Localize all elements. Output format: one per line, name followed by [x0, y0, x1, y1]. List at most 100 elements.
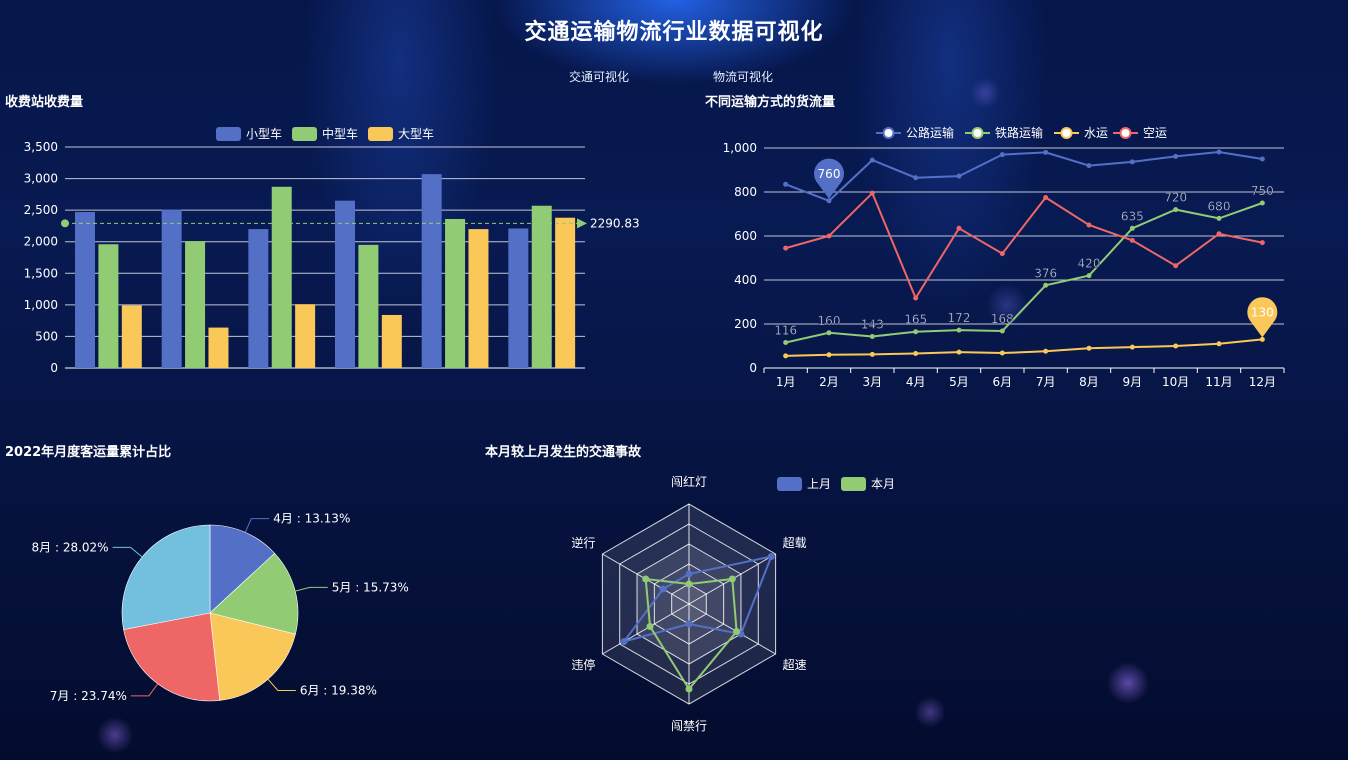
freight-point [1043, 282, 1049, 288]
freight-legend-label: 铁路运输 [995, 125, 1043, 140]
pie-label-line [244, 518, 270, 533]
freight-point [783, 245, 789, 251]
pie-label: 8月 : 28.02% [32, 540, 109, 554]
freight-point [826, 352, 832, 358]
nav-link-traffic[interactable]: 交通可视化 [569, 70, 630, 84]
freight-point [956, 225, 962, 231]
toll-bar [208, 327, 229, 368]
toll-bar [468, 229, 489, 368]
toll-bar [185, 241, 206, 368]
radar-point [646, 623, 654, 630]
page-title: 交通运输物流行业数据可视化 [524, 20, 824, 45]
freight-point [826, 233, 832, 239]
freight-point [1086, 163, 1092, 169]
freight-x-tick: 2月 [819, 375, 839, 389]
freight-data-label: 143 [861, 318, 884, 332]
freight-point [1173, 343, 1179, 349]
freight-point [783, 181, 789, 187]
toll-bar [358, 244, 379, 368]
toll-legend-swatch [292, 127, 317, 141]
freight-y-tick: 0 [749, 361, 757, 375]
radar-legend-label: 本月 [871, 477, 895, 491]
toll-legend-label: 小型车 [246, 126, 282, 141]
radar-point [728, 575, 736, 583]
freight-point [869, 190, 875, 196]
toll-bar [421, 174, 442, 368]
freight-series-line [785, 150, 1263, 202]
toll-panel-title: 收费站收费量 [5, 95, 84, 110]
freight-point [1043, 195, 1049, 200]
toll-legend-label: 大型车 [398, 126, 434, 141]
freight-x-tick: 1月 [776, 375, 796, 389]
freight-point [913, 175, 919, 181]
freight-data-label: 635 [1121, 209, 1144, 223]
toll-y-tick: 3,000 [24, 172, 58, 186]
freight-data-label: 376 [1034, 266, 1057, 280]
freight-point [1216, 149, 1222, 155]
freight-y-tick: 1,000 [723, 141, 757, 155]
freight-point [1043, 149, 1049, 155]
toll-y-tick: 0 [50, 361, 58, 375]
freight-point [913, 295, 919, 301]
toll-average-label: 2290.83 [590, 216, 640, 230]
toll-y-tick: 2,500 [24, 203, 58, 217]
pie-slice [209, 524, 276, 614]
freight-data-label: 420 [1078, 257, 1101, 271]
freight-point [1216, 231, 1222, 237]
freight-data-label: 168 [991, 312, 1014, 326]
freight-point [1129, 344, 1135, 350]
pie-slice [123, 612, 221, 702]
freight-legend-marker [971, 127, 984, 139]
freight-pin [814, 158, 845, 199]
freight-y-tick: 600 [734, 229, 757, 243]
freight-point [1216, 215, 1222, 221]
freight-point [826, 198, 832, 204]
freight-x-tick: 12月 [1249, 375, 1276, 389]
freight-point [869, 157, 875, 163]
radar-point [685, 685, 693, 693]
freight-point [999, 328, 1005, 334]
toll-y-tick: 1,000 [24, 298, 58, 312]
freight-y-tick: 200 [734, 317, 757, 331]
freight-point [999, 152, 1005, 158]
toll-bar [555, 217, 576, 368]
toll-bar [335, 200, 355, 368]
toll-y-tick: 500 [35, 329, 58, 343]
radar-legend-swatch [841, 477, 866, 491]
toll-bar [98, 244, 119, 368]
freight-series-line [785, 202, 1263, 344]
pie-label: 4月 : 13.13% [273, 512, 350, 526]
pie-label-line [130, 683, 159, 697]
radar-indicator-label: 闯禁行 [671, 718, 707, 733]
radar-legend-swatch [777, 477, 802, 491]
toll-legend-label: 中型车 [322, 126, 358, 141]
nav-link-logistics[interactable]: 物流可视化 [713, 70, 774, 84]
pie-label: 7月 : 23.74% [50, 689, 127, 703]
toll-bar [161, 209, 182, 368]
freight-point [1043, 348, 1049, 354]
freight-x-tick: 9月 [1123, 375, 1143, 389]
toll-legend-swatch [368, 127, 393, 141]
freight-point [1129, 159, 1135, 165]
radar-indicator-label: 违停 [571, 657, 595, 672]
freight-x-tick: 10月 [1162, 375, 1189, 389]
passenger-panel-title: 2022年月度客运量累计占比 [5, 445, 172, 460]
radar-axis [688, 603, 776, 655]
freight-point [1086, 222, 1092, 228]
toll-y-tick: 2,000 [24, 235, 58, 249]
radar-point [642, 575, 650, 583]
freight-x-tick: 3月 [863, 375, 883, 389]
freight-point [999, 251, 1005, 257]
freight-data-label: 116 [774, 323, 797, 337]
freight-pin-label: 760 [818, 167, 841, 181]
accidents-panel-title: 本月较上月发生的交通事故 [485, 445, 642, 460]
freight-x-tick: 7月 [1036, 375, 1056, 389]
pie-label: 6月 : 19.38% [300, 683, 377, 697]
radar-indicator-label: 超速 [783, 657, 807, 672]
toll-bar [295, 304, 316, 368]
freight-point [826, 330, 832, 336]
pie-label-line [267, 678, 296, 691]
freight-series-line [785, 191, 1263, 301]
radar-point [733, 628, 741, 635]
freight-x-tick: 5月 [949, 375, 969, 389]
